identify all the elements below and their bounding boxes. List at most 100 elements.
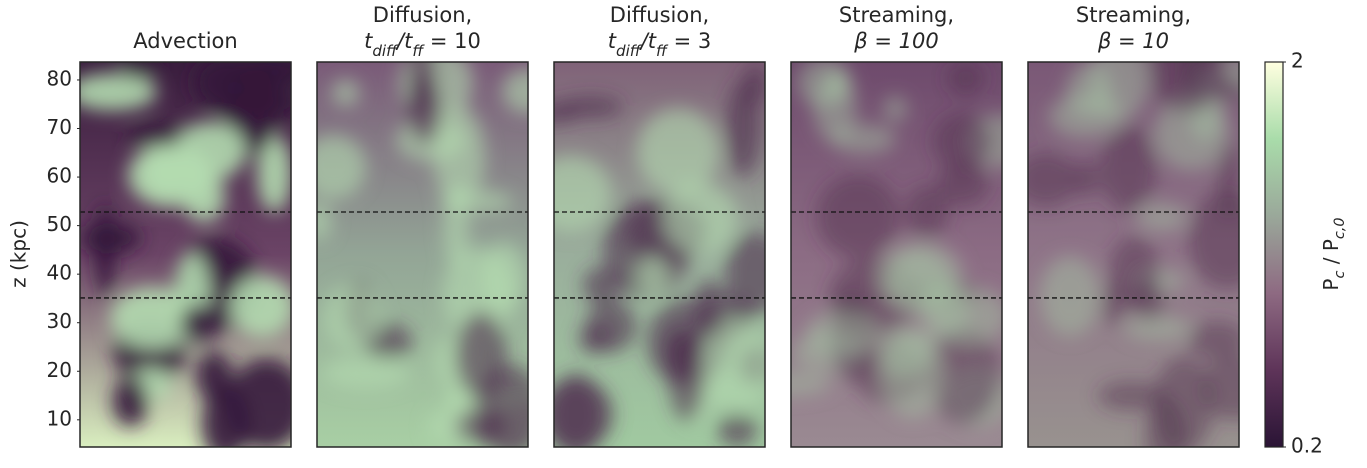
texture-blob: [323, 284, 381, 350]
texture: [554, 63, 765, 447]
y-tick-label: 70: [47, 115, 72, 139]
panel-title: Streaming,: [839, 3, 954, 27]
texture: [1028, 62, 1239, 447]
panel: [1028, 62, 1239, 447]
subscript: c,0: [1332, 217, 1348, 239]
texture-blob: [805, 310, 880, 355]
texture-blob: [1201, 354, 1239, 421]
colorbar-label: Pc / Pc,0: [1319, 217, 1349, 290]
text-part: /t: [395, 29, 413, 53]
text-part: t: [608, 29, 617, 53]
texture-blob: [554, 373, 604, 447]
texture-blob: [433, 105, 486, 206]
texture-blob: [427, 410, 462, 442]
panel: [554, 62, 765, 447]
texture-blob: [582, 266, 621, 305]
texture-blob: [226, 91, 291, 118]
texture-blob: [797, 62, 851, 108]
texture-blob: [1180, 62, 1209, 101]
texture-blob: [883, 95, 908, 123]
panel-title: Diffusion,: [373, 3, 472, 27]
texture-blob: [668, 328, 706, 422]
panel: [317, 62, 528, 447]
texture-blob: [317, 134, 367, 200]
text-part: β = 100: [853, 29, 938, 53]
texture-blob: [256, 134, 291, 213]
texture-blob: [1100, 125, 1157, 212]
texture-blob: [225, 358, 291, 447]
texture-blob: [930, 286, 1002, 345]
texture-blob: [791, 371, 832, 396]
panel-title: Streaming,: [1076, 3, 1191, 27]
texture-blob: [442, 247, 514, 340]
panel-frame: [316, 61, 529, 448]
colorbar-tick-label: 2: [1291, 49, 1304, 73]
y-tick-label: 40: [47, 261, 72, 285]
texture-blob: [119, 62, 157, 80]
texture-blob: [1188, 190, 1239, 290]
texture-blob: [1123, 316, 1192, 341]
texture-blob: [443, 186, 469, 269]
text-part: P: [1319, 279, 1343, 291]
texture-blob: [502, 68, 528, 114]
texture-blob: [406, 74, 442, 144]
colorbar: [1264, 61, 1284, 448]
texture-blob: [662, 182, 738, 255]
y-axis-label: z (kpc): [7, 220, 31, 288]
texture-blob: [321, 356, 410, 390]
y-tick-label: 30: [47, 309, 72, 333]
texture: [791, 62, 1002, 427]
texture-blob: [1028, 152, 1078, 207]
texture: [317, 62, 528, 447]
texture-blob: [1188, 320, 1239, 361]
subscript: c: [1332, 271, 1348, 279]
panel-frame: [790, 61, 1003, 448]
texture-blob: [695, 280, 723, 304]
panel-frame: [553, 61, 766, 448]
texture-blob: [229, 275, 291, 338]
y-tick-label: 60: [47, 164, 72, 188]
texture-blob: [726, 80, 761, 177]
text-part: / P: [1319, 239, 1343, 271]
text-part: Advection: [133, 29, 237, 53]
y-tick-label: 10: [47, 406, 72, 430]
texture-blob: [1109, 236, 1160, 307]
text-part: Streaming,: [839, 3, 954, 27]
y-tick-label: 80: [47, 66, 72, 90]
panel-title: Advection: [133, 29, 237, 53]
texture-blob: [182, 171, 226, 223]
panel-frame: [1027, 61, 1240, 448]
texture-blob: [1071, 160, 1101, 197]
panel-subtitle: tdiff/tff = 10: [364, 29, 481, 60]
texture-blob: [1135, 203, 1188, 232]
text-part: Diffusion,: [373, 3, 472, 27]
texture-blob: [80, 73, 158, 111]
panel-frame: [79, 61, 292, 448]
texture-blob: [317, 201, 332, 241]
texture-blob: [638, 254, 669, 301]
colorbar-tick-label: 0.2: [1291, 434, 1323, 458]
panel-subtitle: β = 10: [1097, 29, 1169, 53]
text-part: /t: [639, 29, 657, 53]
panel-title: Diffusion,: [610, 3, 709, 27]
text-part: Streaming,: [1076, 3, 1191, 27]
texture-blob: [816, 175, 900, 259]
panel: [791, 62, 1002, 447]
texture-blob: [111, 376, 149, 427]
texture-blob: [174, 121, 247, 181]
texture-blob: [1039, 255, 1101, 337]
subscript: diff: [372, 42, 399, 60]
y-tick-label: 20: [47, 358, 72, 382]
texture-blob: [1212, 78, 1239, 102]
subscript: diff: [616, 42, 643, 60]
texture-blob: [578, 324, 610, 355]
text-part: Diffusion,: [610, 3, 709, 27]
panel-subtitle: tdiff/tff = 3: [608, 29, 711, 60]
texture-blob: [927, 326, 1001, 424]
texture-blob: [636, 108, 720, 194]
text-part: β = 10: [1097, 29, 1169, 53]
texture-blob: [331, 79, 360, 107]
texture-blob: [717, 412, 758, 447]
texture-blob: [724, 231, 765, 315]
